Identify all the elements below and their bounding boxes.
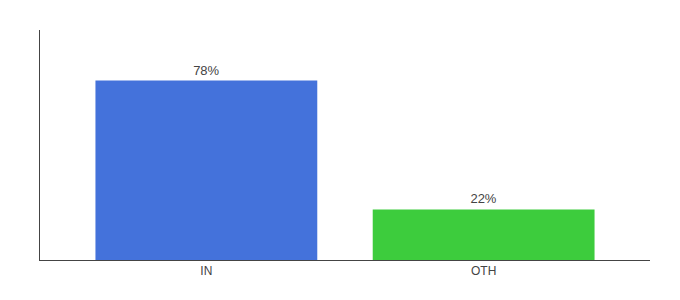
svg-text:OTH: OTH (471, 264, 496, 278)
svg-text:78%: 78% (193, 63, 219, 78)
svg-text:IN: IN (200, 264, 212, 278)
svg-text:22%: 22% (470, 191, 496, 206)
